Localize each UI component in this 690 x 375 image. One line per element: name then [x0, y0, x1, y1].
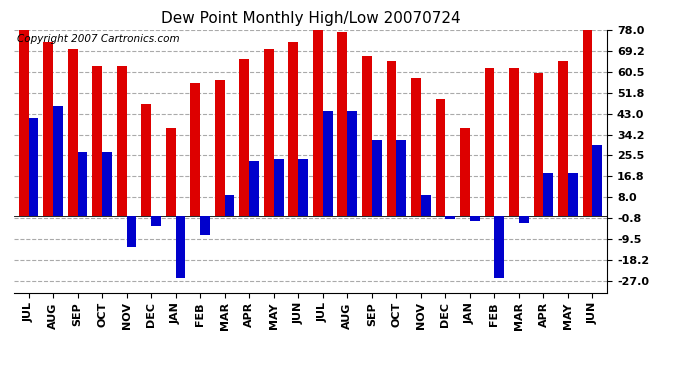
Bar [460, 128, 470, 216]
Bar [225, 195, 235, 216]
Bar [593, 144, 602, 216]
Bar [102, 152, 112, 216]
Bar [411, 78, 421, 216]
Bar [68, 49, 77, 216]
Bar [77, 152, 88, 216]
Bar [92, 66, 102, 216]
Bar [396, 140, 406, 216]
Bar [28, 118, 39, 216]
Bar [264, 49, 274, 216]
Bar [190, 82, 200, 216]
Bar [568, 173, 578, 216]
Bar [141, 104, 151, 216]
Bar [43, 42, 53, 216]
Bar [215, 80, 225, 216]
Bar [176, 216, 186, 278]
Bar [274, 159, 284, 216]
Bar [484, 68, 495, 216]
Bar [200, 216, 210, 235]
Bar [582, 30, 593, 216]
Bar [288, 42, 298, 216]
Bar [509, 68, 519, 216]
Bar [362, 56, 372, 216]
Bar [337, 32, 347, 216]
Bar [117, 66, 126, 216]
Bar [347, 111, 357, 216]
Bar [372, 140, 382, 216]
Text: Copyright 2007 Cartronics.com: Copyright 2007 Cartronics.com [17, 34, 179, 44]
Bar [435, 99, 445, 216]
Bar [495, 216, 504, 278]
Bar [313, 30, 323, 216]
Bar [533, 73, 544, 216]
Bar [421, 195, 431, 216]
Bar [53, 106, 63, 216]
Bar [19, 30, 28, 216]
Bar [298, 159, 308, 216]
Bar [126, 216, 137, 247]
Title: Dew Point Monthly High/Low 20070724: Dew Point Monthly High/Low 20070724 [161, 11, 460, 26]
Bar [386, 61, 396, 216]
Bar [544, 173, 553, 216]
Bar [249, 161, 259, 216]
Bar [519, 216, 529, 223]
Bar [151, 216, 161, 226]
Bar [166, 128, 176, 216]
Bar [239, 58, 249, 216]
Bar [470, 216, 480, 221]
Bar [445, 216, 455, 219]
Bar [323, 111, 333, 216]
Bar [558, 61, 568, 216]
